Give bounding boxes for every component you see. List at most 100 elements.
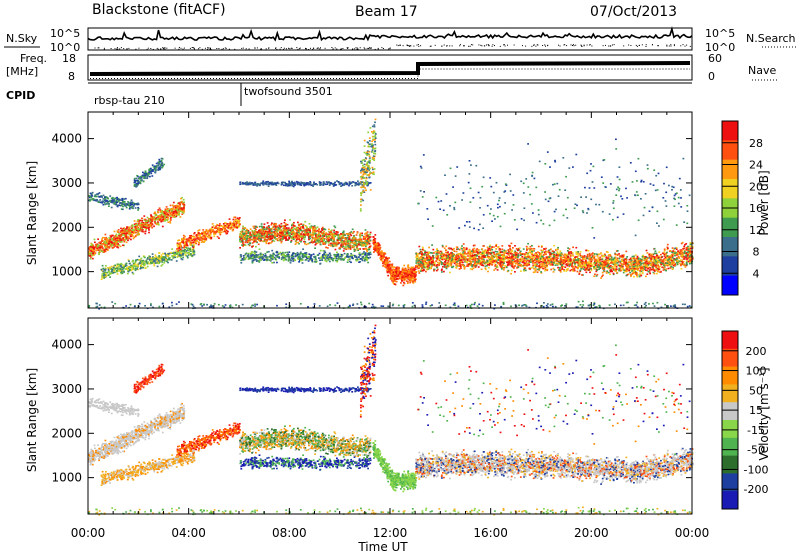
power-echo: [204, 240, 206, 242]
power-echo: [139, 260, 142, 263]
power-echo: [145, 220, 147, 223]
power-echo: [156, 219, 159, 221]
nsearch-dot: [418, 45, 420, 47]
power-echo: [306, 229, 308, 232]
power-echo: [95, 193, 98, 195]
power-echo: [107, 197, 109, 200]
power-echo: [123, 240, 126, 243]
power-echo: [106, 238, 108, 240]
power-echo: [192, 250, 195, 252]
nsearch-dot: [207, 47, 209, 49]
power-echo: [113, 203, 116, 205]
power-echo: [106, 241, 109, 243]
power-echo: [361, 181, 363, 184]
power-echo: [132, 267, 135, 270]
power-echo: [116, 230, 119, 232]
power-echo: [103, 201, 106, 204]
power-echo: [300, 259, 302, 262]
power-echo: [144, 177, 147, 179]
power-echo: [181, 196, 183, 199]
nsearch-dot: [463, 45, 464, 47]
power-echo: [144, 263, 146, 265]
power-echo: [349, 240, 352, 243]
power-echo: [101, 274, 104, 277]
nsearch-trace: [94, 44, 691, 50]
power-echo: [365, 240, 368, 242]
power-echo: [232, 227, 235, 229]
power-echo: [101, 202, 104, 204]
power-echo: [127, 268, 129, 271]
power-echo: [299, 223, 302, 226]
power-echo: [313, 237, 315, 240]
power-echo: [171, 207, 173, 210]
power-echo: [291, 184, 294, 187]
power-echo: [295, 255, 297, 257]
power-echo: [277, 226, 280, 229]
power-echo: [369, 159, 371, 162]
power-echo: [214, 226, 217, 229]
power-echo: [282, 231, 285, 234]
nsearch-dot: [670, 44, 672, 46]
power-echo: [281, 256, 284, 259]
power-echo: [276, 182, 278, 184]
nsearch-dot: [356, 47, 358, 49]
nsearch-dot: [355, 47, 357, 49]
power-echo: [181, 253, 184, 256]
power-echo: [128, 208, 131, 210]
power-echo: [225, 231, 227, 234]
power-echo: [245, 230, 248, 233]
power-echo: [179, 209, 182, 212]
power-echo: [283, 221, 286, 224]
power-echo: [334, 255, 336, 258]
power-echo: [368, 169, 371, 171]
power-echo: [241, 244, 243, 246]
power-echo: [288, 184, 291, 187]
power-echo: [119, 237, 122, 240]
power-echo: [106, 239, 109, 241]
power-echo: [264, 229, 267, 231]
power-echo: [247, 183, 250, 185]
power-echo: [301, 254, 304, 256]
power-echo: [244, 181, 247, 184]
power-echo: [265, 240, 267, 243]
power-echo: [337, 253, 339, 256]
power-echo: [302, 253, 305, 255]
nsearch-dot: [545, 45, 546, 47]
freq-tick-18: 18: [62, 52, 76, 65]
nsearch-dot: [308, 49, 310, 50]
power-echo: [110, 234, 113, 237]
power-echo: [131, 267, 134, 269]
power-echo: [335, 245, 338, 247]
power-echo: [322, 254, 324, 256]
nsearch-dot: [525, 45, 527, 47]
power-echo: [115, 233, 118, 236]
power-echo: [123, 198, 126, 200]
power-echo: [179, 256, 182, 258]
power-echo: [141, 262, 144, 265]
power-echo: [278, 224, 281, 226]
power-echo: [363, 191, 366, 193]
power-echo: [246, 237, 248, 240]
nsearch-dot: [641, 44, 643, 46]
power-echo: [146, 176, 149, 178]
nsearch-dot: [536, 44, 538, 46]
power-echo: [179, 245, 182, 248]
power-echo: [246, 239, 249, 242]
nsearch-dot: [193, 47, 195, 49]
nsearch-dot: [316, 47, 318, 49]
nsearch-dot: [463, 45, 465, 47]
power-echo: [366, 231, 369, 233]
power-echo: [122, 230, 124, 232]
power-echo: [255, 232, 257, 234]
power-echo: [288, 237, 290, 240]
power-echo: [113, 265, 115, 267]
power-echo: [121, 266, 124, 269]
power-echo: [316, 183, 319, 186]
power-echo: [359, 234, 362, 237]
nsearch-dot: [400, 44, 401, 46]
power-echo: [291, 235, 294, 238]
power-echo: [268, 238, 270, 241]
power-echo: [287, 232, 290, 234]
power-echo: [148, 258, 151, 260]
power-echo: [307, 227, 310, 230]
